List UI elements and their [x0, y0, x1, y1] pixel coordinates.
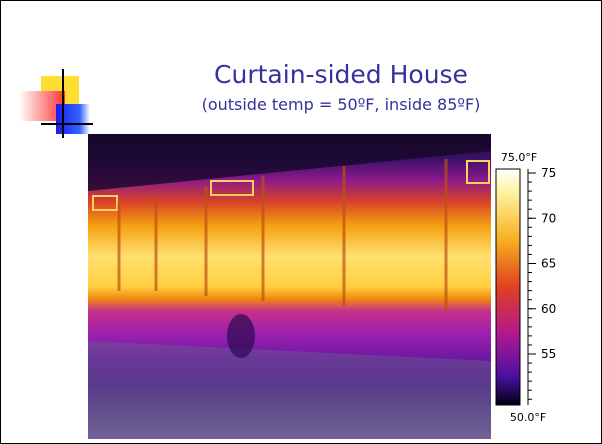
colorbar-min-label: 50.0°F: [510, 411, 546, 424]
thermal-image: [88, 134, 491, 439]
colorbar-tick-label: 70: [541, 211, 556, 225]
subtitle: (outside temp = 50ºF, inside 85ºF): [202, 95, 481, 114]
colorbar-tick-label: 55: [541, 347, 556, 361]
colorbar-tick-label: 75: [541, 166, 556, 180]
colorbar-tick-label: 60: [541, 302, 556, 316]
slide: Curtain-sided House (outside temp = 50ºF…: [0, 0, 602, 444]
colorbar-max-label: 75.0°F: [501, 151, 537, 164]
colorbar-ticks: 75 70 65 60 55: [528, 166, 556, 399]
colorbar: [496, 169, 520, 405]
colorbar-tick-label: 65: [541, 257, 556, 271]
deco-blue: [56, 104, 90, 134]
title: Curtain-sided House: [214, 60, 468, 89]
slide-canvas: Curtain-sided House (outside temp = 50ºF…: [1, 1, 601, 443]
